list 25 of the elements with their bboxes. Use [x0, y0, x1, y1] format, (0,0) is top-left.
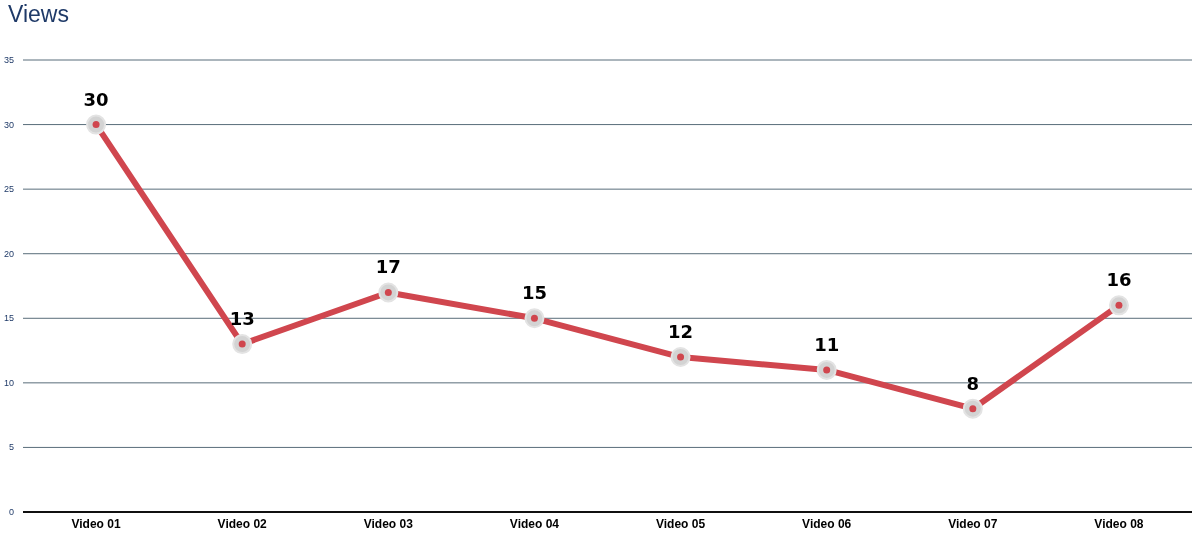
data-label: 8: [966, 372, 980, 394]
y-tick-label: 5: [8, 442, 14, 453]
data-label: 17: [375, 256, 401, 278]
x-tick-label: Video 05: [655, 517, 706, 531]
x-tick-label: Video 03: [363, 517, 414, 531]
data-label: 30: [83, 88, 109, 110]
x-tick-label: Video 01: [71, 517, 121, 531]
data-label: 12: [668, 321, 694, 343]
y-tick-label: 30: [3, 119, 14, 130]
data-label: 13: [229, 308, 255, 330]
data-label: 11: [814, 333, 840, 355]
y-tick-label: 10: [3, 377, 14, 388]
y-tick-label: 35: [3, 55, 14, 65]
x-tick-label: Video 04: [509, 517, 560, 531]
y-tick-label: 0: [8, 507, 14, 517]
x-tick-label: Video 06: [802, 517, 852, 531]
chart-title: Views: [8, 1, 69, 27]
data-label: 16: [1106, 269, 1132, 291]
y-tick-label: 15: [3, 313, 14, 324]
y-tick-label: 25: [3, 184, 14, 195]
y-tick-label: 20: [3, 248, 14, 259]
x-tick-label: Video 07: [948, 517, 998, 531]
data-label: 15: [521, 282, 547, 304]
x-tick-label: Video 08: [1094, 517, 1144, 531]
x-tick-label: Video 02: [217, 517, 268, 531]
